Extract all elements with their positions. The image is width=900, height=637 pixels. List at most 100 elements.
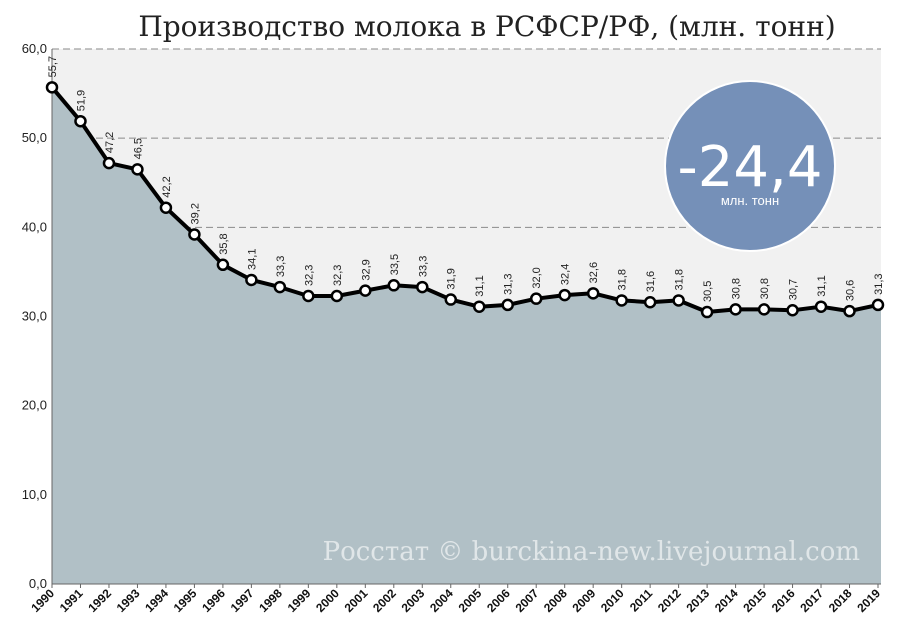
y-tick-label: 10,0 bbox=[22, 487, 47, 502]
x-tick-label: 2000 bbox=[313, 586, 342, 615]
data-label: 42,2 bbox=[161, 176, 173, 197]
x-tick-label: 2012 bbox=[655, 586, 684, 615]
x-tick-label: 2015 bbox=[740, 586, 769, 615]
watermark: Росстат © burckina-new.livejournal.com bbox=[323, 537, 860, 567]
data-markers bbox=[45, 81, 885, 319]
x-tick-label: 2016 bbox=[769, 586, 798, 615]
data-point bbox=[216, 258, 230, 272]
data-point bbox=[501, 298, 514, 312]
x-tick-label: 1997 bbox=[228, 586, 257, 615]
data-label: 32,0 bbox=[531, 267, 543, 288]
data-point bbox=[387, 279, 401, 292]
data-point bbox=[529, 292, 543, 305]
y-tick-label: 0,0 bbox=[29, 576, 47, 591]
data-label: 32,4 bbox=[560, 264, 572, 285]
data-label: 51,9 bbox=[75, 90, 87, 111]
data-point bbox=[416, 280, 429, 294]
x-tick-label: 2018 bbox=[826, 586, 855, 615]
data-label: 34,1 bbox=[246, 249, 258, 270]
data-point bbox=[330, 289, 344, 303]
data-point bbox=[558, 288, 571, 302]
x-tick-label: 1993 bbox=[114, 586, 143, 615]
data-label: 30,8 bbox=[759, 278, 771, 299]
data-label: 32,3 bbox=[332, 265, 344, 286]
data-point bbox=[444, 293, 458, 306]
x-tick-label: 1996 bbox=[199, 586, 228, 615]
data-label: 46,5 bbox=[132, 138, 144, 159]
data-label: 31,6 bbox=[645, 271, 657, 292]
area-fill bbox=[52, 87, 881, 585]
y-axis-ticks: 0,0 10,0 20,0 30,0 40,0 50,0 60,0 bbox=[22, 41, 47, 591]
data-label: 32,6 bbox=[588, 262, 600, 283]
x-tick-label: 2005 bbox=[456, 586, 485, 615]
data-point bbox=[273, 280, 287, 294]
data-point bbox=[757, 303, 771, 316]
data-point bbox=[188, 228, 201, 241]
x-tick-label: 2001 bbox=[342, 586, 371, 615]
y-tick-label: 60,0 bbox=[22, 41, 47, 56]
data-label: 47,2 bbox=[104, 132, 116, 153]
data-label: 32,9 bbox=[360, 259, 372, 280]
data-label: 31,1 bbox=[816, 275, 828, 296]
x-tick-label: 2011 bbox=[627, 586, 656, 615]
data-label: 31,8 bbox=[617, 269, 629, 290]
data-label: 31,1 bbox=[474, 275, 486, 296]
data-label: 30,8 bbox=[731, 278, 743, 299]
data-point bbox=[843, 304, 856, 318]
x-tick-label: 2017 bbox=[797, 586, 826, 615]
data-label: 31,3 bbox=[873, 273, 885, 294]
data-label: 33,3 bbox=[275, 256, 287, 277]
x-tick-label: 2013 bbox=[683, 586, 712, 615]
data-point bbox=[786, 304, 799, 317]
x-tick-label: 2003 bbox=[399, 586, 428, 615]
x-tick-label: 2014 bbox=[712, 586, 741, 615]
chart-title: Производство молока в РСФСР/РФ, (млн. то… bbox=[138, 10, 835, 43]
data-label: 39,2 bbox=[189, 203, 201, 224]
badge-value: -24,4 bbox=[678, 135, 823, 200]
data-label: 31,3 bbox=[503, 273, 515, 294]
x-tick-label: 2009 bbox=[570, 586, 599, 615]
data-point bbox=[245, 273, 258, 287]
badge-unit: млн. тонн bbox=[721, 193, 779, 208]
data-label: 35,8 bbox=[218, 233, 230, 254]
x-tick-label: 1994 bbox=[142, 586, 171, 615]
data-label: 30,7 bbox=[788, 279, 800, 300]
data-point bbox=[102, 156, 116, 170]
data-point bbox=[302, 289, 315, 303]
x-tick-label: 1998 bbox=[256, 586, 285, 615]
x-tick-label: 2006 bbox=[484, 586, 513, 615]
y-tick-label: 20,0 bbox=[22, 398, 47, 413]
x-tick-label: 1995 bbox=[171, 586, 200, 615]
decline-badge: -24,4 млн. тонн bbox=[664, 80, 836, 252]
x-tick-label: 2004 bbox=[427, 586, 456, 615]
data-label: 30,6 bbox=[845, 280, 857, 301]
x-tick-label: 2002 bbox=[370, 586, 399, 615]
data-point bbox=[472, 300, 486, 313]
data-label: 31,8 bbox=[674, 269, 686, 290]
data-labels: 55,7 51,9 47,2 46,5 42,2 39,2 35,8 34,1 33,3 32,3… bbox=[47, 56, 885, 302]
data-label: 31,9 bbox=[446, 268, 458, 289]
x-tick-label: 2008 bbox=[541, 586, 570, 615]
data-point bbox=[45, 81, 59, 94]
x-tick-label: 2007 bbox=[513, 586, 542, 615]
y-tick-label: 40,0 bbox=[22, 219, 47, 234]
data-point bbox=[615, 294, 628, 307]
data-label: 33,5 bbox=[389, 254, 401, 275]
x-tick-label: 1992 bbox=[85, 586, 114, 615]
data-point bbox=[359, 284, 372, 297]
data-point bbox=[159, 201, 173, 214]
badge-circle bbox=[664, 80, 836, 252]
data-point bbox=[586, 287, 600, 300]
data-point bbox=[700, 305, 714, 319]
x-tick-label: 2010 bbox=[598, 586, 627, 615]
data-label: 33,3 bbox=[417, 256, 429, 277]
data-point bbox=[131, 163, 144, 176]
data-point bbox=[814, 300, 828, 313]
x-tick-label: 1999 bbox=[285, 586, 314, 615]
data-point bbox=[643, 295, 657, 309]
data-label: 55,7 bbox=[47, 56, 59, 77]
x-tick-label: 1991 bbox=[57, 586, 86, 615]
data-point bbox=[672, 294, 685, 307]
data-point bbox=[74, 114, 87, 128]
